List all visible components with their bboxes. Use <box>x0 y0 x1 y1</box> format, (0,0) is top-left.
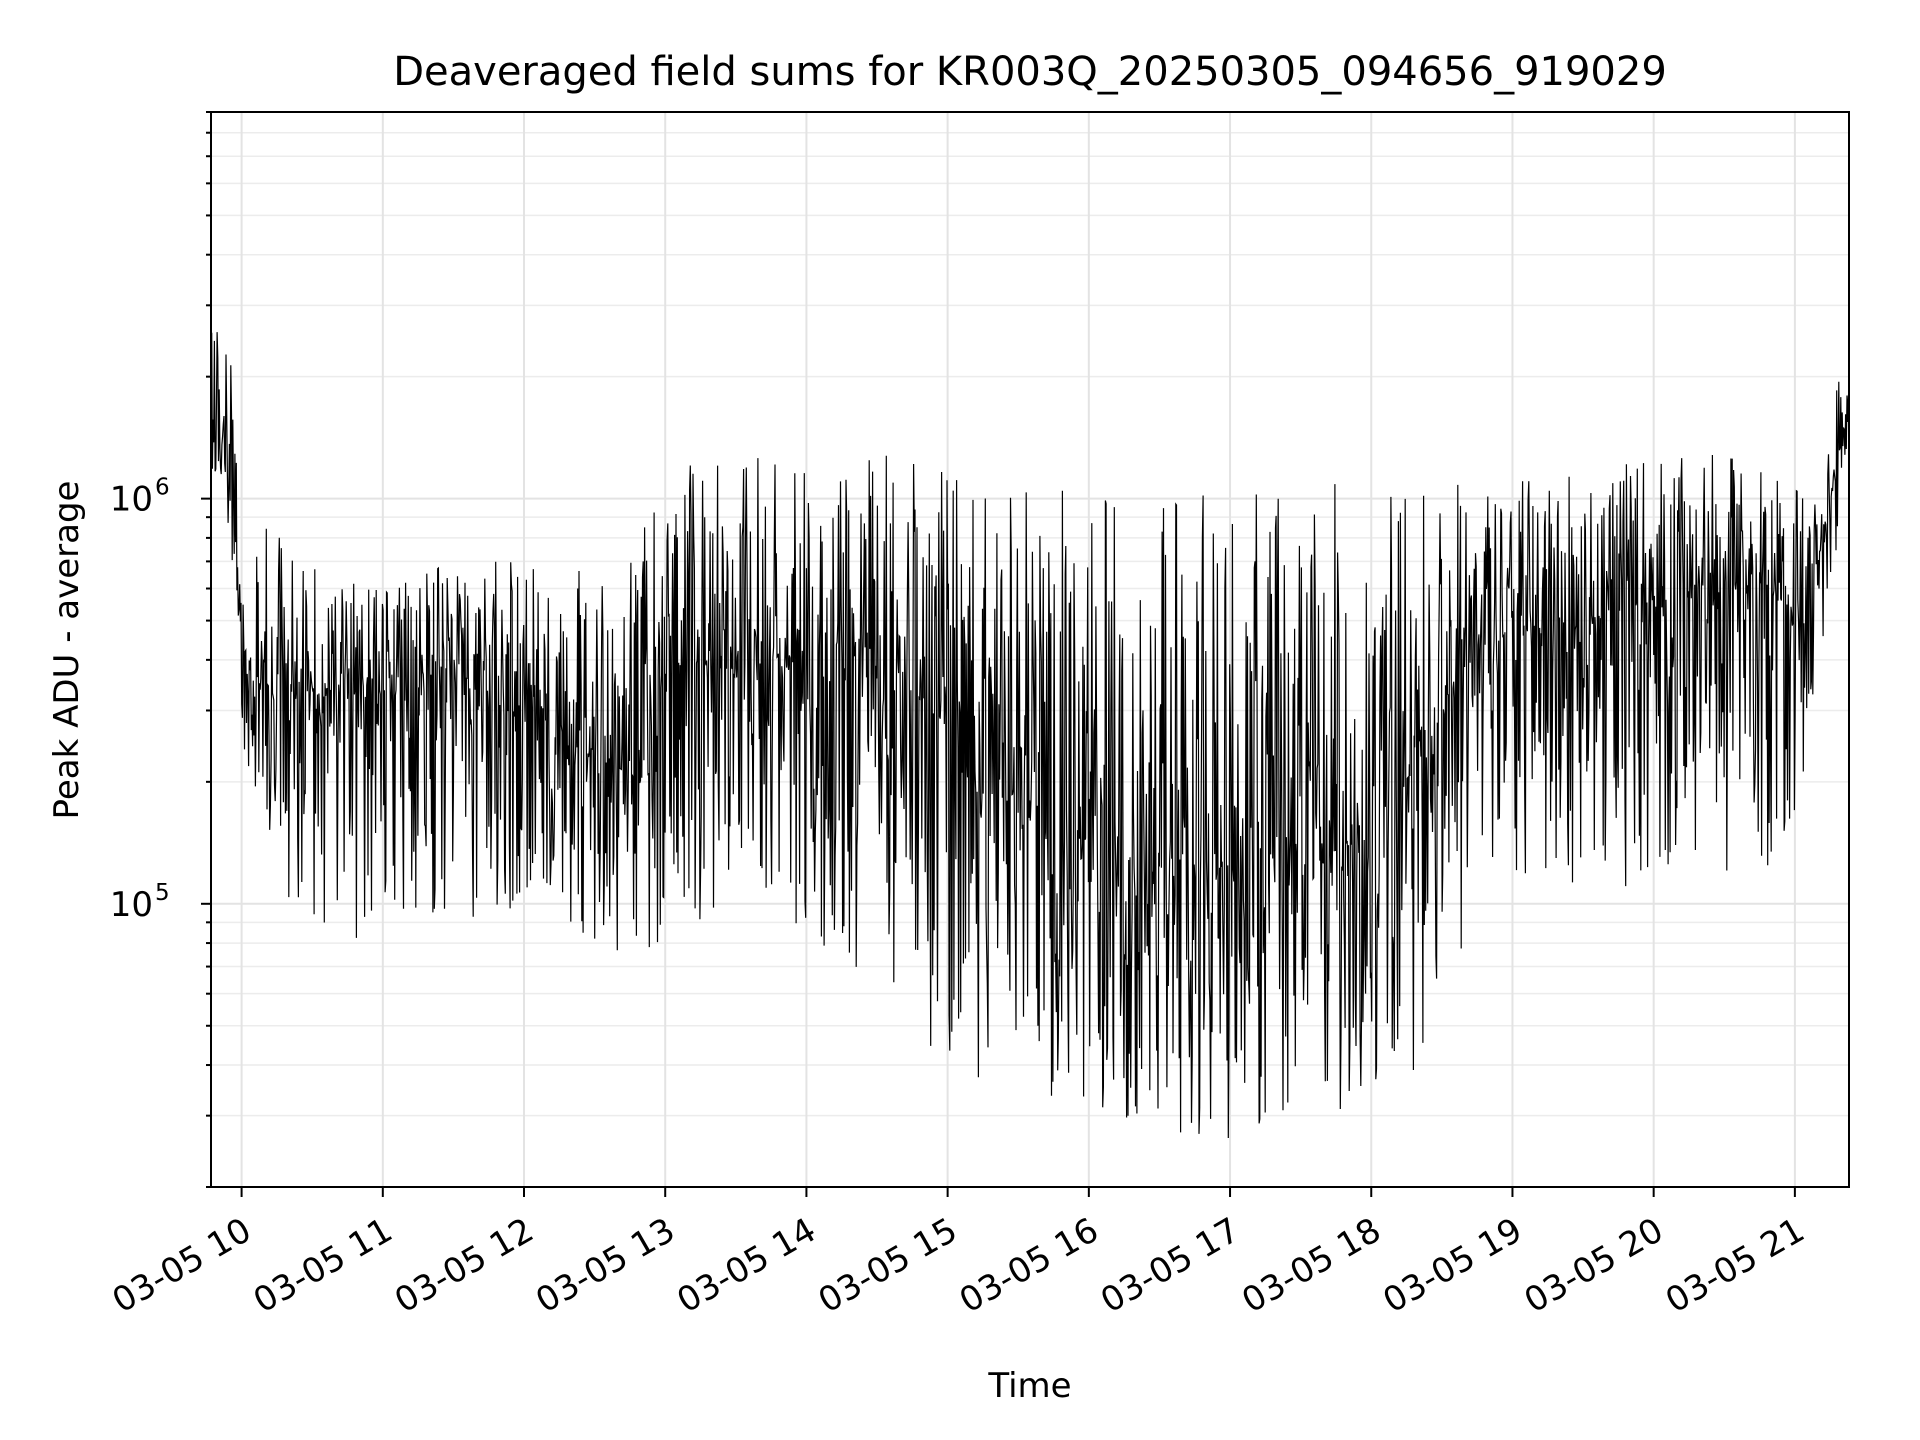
y-tick-label: 10 <box>110 480 153 520</box>
x-tick-label: 03-05 10 <box>106 1210 258 1321</box>
chart-title: Deaveraged field sums for KR003Q_2025030… <box>393 49 1667 95</box>
x-tick-label: 03-05 11 <box>247 1210 399 1321</box>
x-tick-label: 03-05 14 <box>671 1210 823 1321</box>
y-axis-label: Peak ADU - average <box>47 481 87 820</box>
x-tick-label: 03-05 20 <box>1518 1210 1670 1321</box>
x-tick-label: 03-05 19 <box>1377 1210 1529 1321</box>
x-tick-label: 03-05 13 <box>529 1210 681 1321</box>
x-tick-label: 03-05 16 <box>953 1210 1105 1321</box>
x-axis-label: Time <box>987 1366 1071 1406</box>
y-tick-exponent: 6 <box>155 475 170 501</box>
x-tick-label: 03-05 18 <box>1235 1210 1387 1321</box>
x-tick-label: 03-05 12 <box>388 1210 540 1321</box>
plot-frame <box>210 111 1850 1188</box>
x-tick-label: 03-05 17 <box>1094 1210 1246 1321</box>
y-tick-label: 10 <box>110 885 153 925</box>
x-tick-label: 03-05 21 <box>1659 1210 1811 1321</box>
series-line <box>210 332 1850 1139</box>
y-tick-exponent: 5 <box>155 880 170 906</box>
plot-area <box>210 332 1850 1139</box>
x-tick-label: 03-05 15 <box>812 1210 964 1321</box>
